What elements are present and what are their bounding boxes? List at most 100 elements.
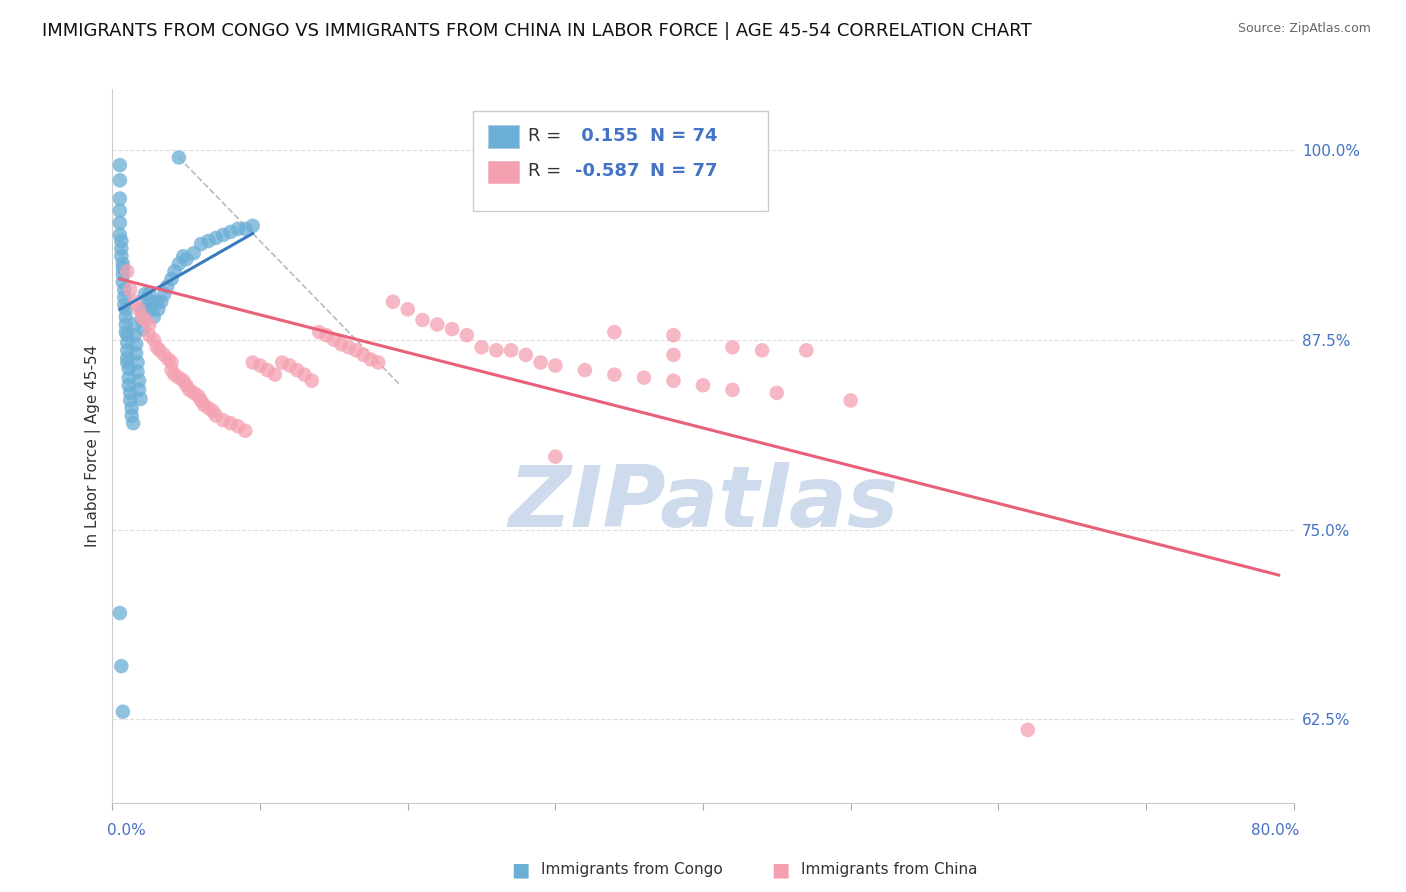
Point — [233, 222, 256, 236]
Point — [124, 328, 146, 343]
Point — [138, 287, 160, 301]
Point — [167, 151, 190, 165]
Text: R =: R = — [529, 162, 561, 180]
Point — [212, 413, 235, 427]
Point — [142, 333, 165, 347]
Point — [352, 348, 374, 362]
Point — [125, 346, 148, 360]
Text: Source: ZipAtlas.com: Source: ZipAtlas.com — [1237, 22, 1371, 36]
Point — [219, 416, 242, 430]
Point — [441, 322, 464, 336]
Point — [179, 383, 201, 397]
Point — [117, 351, 138, 365]
Point — [167, 257, 190, 271]
Point — [485, 343, 508, 358]
Point — [190, 393, 212, 408]
Point — [256, 363, 278, 377]
Point — [278, 359, 301, 373]
Point — [114, 318, 136, 332]
Point — [301, 374, 323, 388]
Point — [108, 227, 131, 242]
Point — [344, 343, 367, 358]
Point — [110, 659, 132, 673]
Point — [315, 328, 337, 343]
Text: N = 74: N = 74 — [650, 127, 717, 145]
Point — [124, 294, 146, 309]
Point — [127, 355, 149, 369]
Point — [201, 404, 224, 418]
Point — [721, 340, 744, 354]
Point — [323, 333, 346, 347]
Point — [128, 383, 150, 397]
Point — [633, 370, 655, 384]
Point — [330, 337, 353, 351]
Point — [138, 318, 160, 332]
Point — [118, 361, 141, 376]
Point — [160, 272, 183, 286]
Point — [149, 343, 172, 358]
Point — [117, 328, 138, 343]
Text: -0.587: -0.587 — [575, 162, 640, 180]
Point — [529, 355, 551, 369]
Point — [146, 294, 169, 309]
Point — [662, 374, 685, 388]
Point — [114, 325, 136, 339]
Text: 80.0%: 80.0% — [1251, 823, 1299, 838]
Text: N = 77: N = 77 — [650, 162, 717, 180]
Point — [692, 378, 714, 392]
Point — [122, 416, 145, 430]
Point — [111, 261, 134, 276]
Point — [156, 279, 179, 293]
Point — [139, 294, 162, 309]
Point — [108, 203, 131, 218]
Point — [108, 192, 131, 206]
Point — [112, 290, 135, 304]
Point — [163, 264, 186, 278]
Point — [135, 298, 157, 312]
Text: ZIPatlas: ZIPatlas — [508, 461, 898, 545]
Point — [751, 343, 773, 358]
Point — [183, 246, 205, 260]
Point — [117, 264, 138, 278]
Point — [226, 419, 249, 434]
Point — [146, 340, 169, 354]
Point — [111, 275, 134, 289]
Point — [662, 348, 685, 362]
Text: R =: R = — [529, 127, 561, 145]
FancyBboxPatch shape — [488, 125, 519, 148]
Point — [212, 227, 235, 242]
Point — [142, 310, 165, 324]
Point — [174, 378, 197, 392]
Point — [134, 313, 156, 327]
Point — [114, 310, 136, 324]
Point — [308, 325, 330, 339]
Point — [120, 393, 142, 408]
Point — [110, 242, 132, 256]
FancyBboxPatch shape — [488, 161, 519, 184]
Point — [382, 294, 405, 309]
Point — [190, 237, 212, 252]
Point — [839, 393, 862, 408]
Point — [117, 355, 138, 369]
FancyBboxPatch shape — [472, 111, 768, 211]
Point — [160, 363, 183, 377]
Point — [662, 328, 685, 343]
Point — [197, 401, 219, 415]
Point — [131, 302, 153, 317]
Point — [544, 359, 567, 373]
Point — [337, 340, 360, 354]
Point — [112, 298, 135, 312]
Point — [117, 343, 138, 358]
Point — [172, 249, 194, 263]
Point — [120, 385, 142, 400]
Point — [193, 398, 215, 412]
Point — [515, 348, 537, 362]
Point — [114, 302, 136, 317]
Point — [285, 363, 308, 377]
Point — [292, 368, 315, 382]
Point — [456, 328, 478, 343]
Point — [117, 335, 138, 350]
Point — [396, 302, 419, 317]
Point — [271, 355, 294, 369]
Point — [108, 606, 131, 620]
